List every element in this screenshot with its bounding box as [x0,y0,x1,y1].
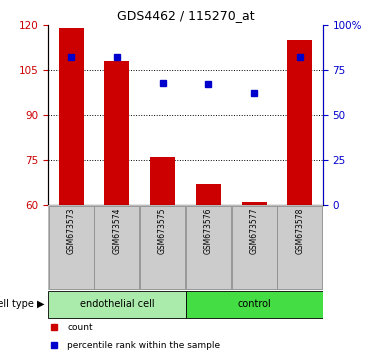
Text: cell type ▶: cell type ▶ [0,299,45,309]
FancyBboxPatch shape [278,206,322,290]
FancyBboxPatch shape [95,206,139,290]
FancyBboxPatch shape [49,206,93,290]
Bar [196,184,221,205]
Bar [104,61,129,205]
Text: GSM673577: GSM673577 [250,208,259,255]
Text: control: control [237,299,271,309]
FancyBboxPatch shape [140,206,185,290]
Bar [287,40,312,205]
FancyBboxPatch shape [232,206,276,290]
Bar [59,28,84,205]
Text: GSM673578: GSM673578 [295,208,304,254]
Bar [242,202,267,205]
Title: GDS4462 / 115270_at: GDS4462 / 115270_at [117,9,254,22]
Bar [150,157,175,205]
FancyBboxPatch shape [186,206,231,290]
Text: percentile rank within the sample: percentile rank within the sample [68,341,221,350]
Text: endothelial cell: endothelial cell [79,299,154,309]
Text: GSM673573: GSM673573 [67,208,76,255]
Text: GSM673574: GSM673574 [112,208,121,255]
Text: GSM673576: GSM673576 [204,208,213,255]
Text: GSM673575: GSM673575 [158,208,167,255]
FancyBboxPatch shape [186,291,323,318]
FancyBboxPatch shape [48,291,186,318]
Text: count: count [68,323,93,332]
